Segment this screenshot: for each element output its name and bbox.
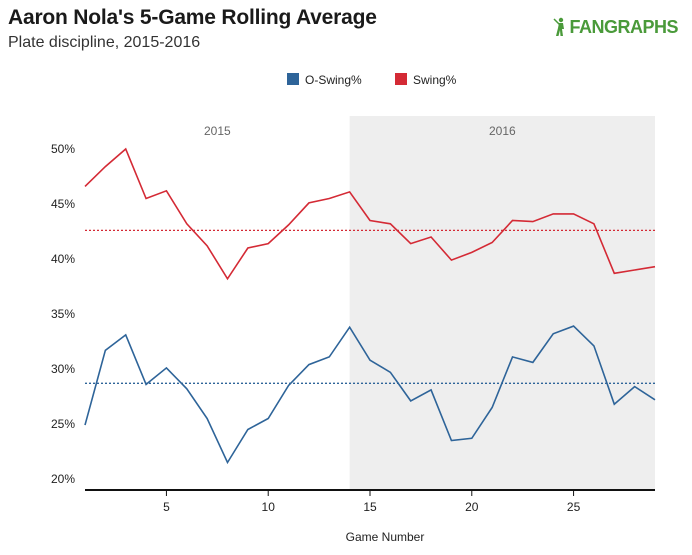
y-tick-label: 45% (51, 197, 75, 211)
x-tick-label: 20 (465, 500, 479, 514)
legend-label-swing: Swing% (413, 73, 457, 87)
chart-title: Aaron Nola's 5-Game Rolling Average (8, 6, 377, 29)
period-label-2015: 2015 (204, 124, 231, 138)
legend-label-o-swing: O-Swing% (305, 73, 362, 87)
y-tick-label: 35% (51, 307, 75, 321)
y-tick-label: 40% (51, 252, 75, 266)
period-label-2016: 2016 (489, 124, 516, 138)
chart-subtitle: Plate discipline, 2015-2016 (8, 34, 201, 51)
x-tick-label: 10 (262, 500, 276, 514)
fangraphs-logo[interactable]: FANGRAPHS (553, 16, 678, 38)
legend-swatch-swing (395, 73, 407, 85)
logo-text: FANGRAPHS (569, 16, 678, 37)
x-tick-label: 15 (363, 500, 377, 514)
y-tick-label: 50% (51, 142, 75, 156)
batter-silhouette-icon (553, 17, 567, 37)
y-tick-label: 20% (51, 472, 75, 486)
x-tick-label: 5 (163, 500, 170, 514)
y-tick-label: 30% (51, 362, 75, 376)
legend-swatch-o-swing (287, 73, 299, 85)
x-tick-label: 25 (567, 500, 581, 514)
y-tick-label: 25% (51, 417, 75, 431)
period-shade-2016 (349, 116, 655, 490)
x-axis-title: Game Number (346, 530, 425, 544)
series-line-o-swing (84, 325, 656, 465)
series-line-swing (84, 147, 656, 281)
